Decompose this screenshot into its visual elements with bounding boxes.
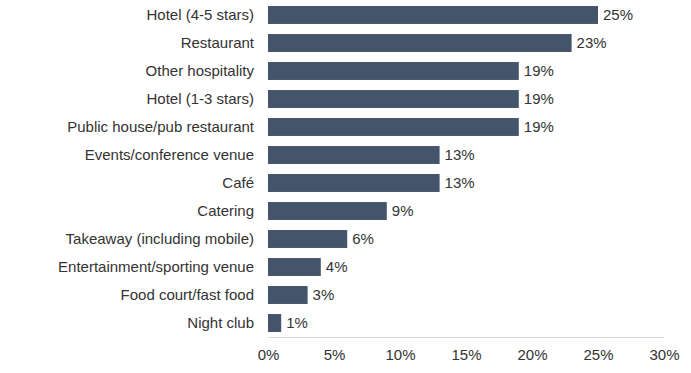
data-label: 23% [577,34,607,51]
y-tick-label: Entertainment/sporting venue [58,258,254,275]
data-label: 25% [603,6,633,23]
data-label: 19% [524,90,554,107]
y-tick-label: Café [222,174,254,191]
data-label: 9% [392,202,414,219]
y-tick-label: Takeaway (including mobile) [66,230,254,247]
y-tick-label: Night club [187,314,254,331]
bar [268,258,321,276]
bar [268,34,572,52]
y-tick-label: Restaurant [181,34,255,51]
chart: 25% 23% 19% 19% 19% 13% 13% 9% 6%4% 3% 1% Hotel (4-… [0,0,691,373]
y-tick: Catering [197,202,268,219]
y-tick-label: Public house/pub restaurant [67,118,255,135]
y-tick: Other hospitality [146,62,268,79]
x-tick: 20% [517,337,547,363]
y-tick-label: Hotel (4-5 stars) [146,6,254,23]
data-label: 13% [445,146,475,163]
y-tick: Hotel (1-3 stars) [146,90,268,107]
x-axis: 0% 5% 10% 15% 20% 25% 30% [258,337,680,363]
x-tick-label: 5% [324,346,346,363]
x-tick-label: 15% [451,346,481,363]
y-tick: Takeaway (including mobile) [66,230,268,247]
bar [268,202,387,220]
data-label: 19% [524,62,554,79]
x-tick-label: 10% [385,346,415,363]
y-tick: Café [222,174,268,191]
y-tick: Night club [187,314,268,331]
y-tick: Restaurant [181,34,268,51]
x-tick: 30% [649,337,679,363]
y-axis: Hotel (4-5 stars) Restaurant Other hospita… [58,6,268,331]
data-label: 3% [313,286,335,303]
x-tick: 5% [324,337,346,363]
bar [268,90,519,108]
x-tick: 25% [583,337,613,363]
data-label: 6% [352,230,374,247]
bars [268,6,598,332]
bar [268,146,440,164]
y-tick-label: Catering [197,202,254,219]
x-tick: 10% [385,337,415,363]
bar [268,286,308,304]
data-label: 1% [286,314,308,331]
data-label: 19% [524,118,554,135]
y-tick: Food court/fast food [121,286,268,303]
bar [268,174,440,192]
x-tick-label: 20% [517,346,547,363]
bar [268,314,281,332]
y-tick-label: Other hospitality [146,62,255,79]
data-label: 13% [445,174,475,191]
y-tick: Public house/pub restaurant [67,118,268,135]
y-tick: Hotel (4-5 stars) [146,6,268,23]
plot: 25% 23% 19% 19% 19% 13% 13% 9% 6%4% 3% 1% Hotel (4-… [58,6,679,363]
y-tick: Events/conference venue [85,146,268,163]
y-tick-label: Events/conference venue [85,146,254,163]
y-tick-label: Food court/fast food [121,286,254,303]
x-tick-label: 30% [649,346,679,363]
bar [268,230,347,248]
data-label: 4% [326,258,348,275]
data-labels: 25% 23% 19% 19% 19% 13% 13% 9% 6%4% 3% 1% [286,6,633,331]
x-tick: 15% [451,337,481,363]
y-tick: Entertainment/sporting venue [58,258,268,275]
bar [268,6,598,24]
x-tick-label: 25% [583,346,613,363]
y-tick-label: Hotel (1-3 stars) [146,90,254,107]
bar [268,118,519,136]
x-tick-label: 0% [258,346,280,363]
x-tick: 0% [258,337,280,363]
bar [268,62,519,80]
x-axis-line [269,337,665,338]
